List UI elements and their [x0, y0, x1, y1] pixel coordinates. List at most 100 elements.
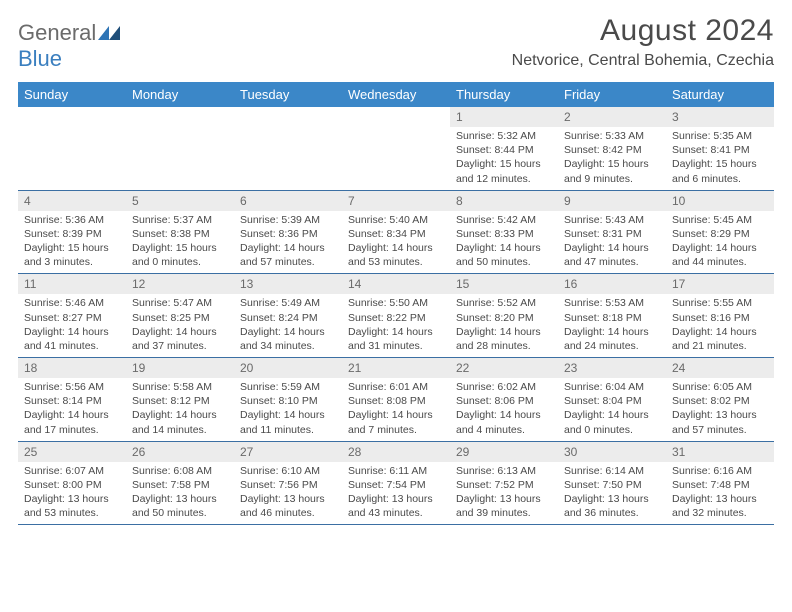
sunset-text: Sunset: 8:04 PM [564, 394, 662, 408]
week-row: 4Sunrise: 5:36 AMSunset: 8:39 PMDaylight… [18, 191, 774, 275]
sunrise-text: Sunrise: 5:39 AM [240, 213, 338, 227]
sunrise-text: Sunrise: 5:37 AM [132, 213, 230, 227]
sunrise-text: Sunrise: 6:11 AM [348, 464, 446, 478]
daylight-text: Daylight: 14 hours and 31 minutes. [348, 325, 446, 353]
logo-text: General Blue [18, 20, 120, 72]
dow-saturday: Saturday [666, 82, 774, 107]
day-body: Sunrise: 5:36 AMSunset: 8:39 PMDaylight:… [18, 211, 126, 274]
week-row: 1Sunrise: 5:32 AMSunset: 8:44 PMDaylight… [18, 107, 774, 191]
dow-header-row: Sunday Monday Tuesday Wednesday Thursday… [18, 82, 774, 107]
daylight-text: Daylight: 14 hours and 11 minutes. [240, 408, 338, 436]
daylight-text: Daylight: 14 hours and 28 minutes. [456, 325, 554, 353]
daylight-text: Daylight: 14 hours and 0 minutes. [564, 408, 662, 436]
day-number: 16 [558, 274, 666, 294]
day-body: Sunrise: 6:05 AMSunset: 8:02 PMDaylight:… [666, 378, 774, 441]
day-body: Sunrise: 5:59 AMSunset: 8:10 PMDaylight:… [234, 378, 342, 441]
sunrise-text: Sunrise: 6:10 AM [240, 464, 338, 478]
day-cell: 31Sunrise: 6:16 AMSunset: 7:48 PMDayligh… [666, 442, 774, 525]
sunrise-text: Sunrise: 5:46 AM [24, 296, 122, 310]
sunrise-text: Sunrise: 5:35 AM [672, 129, 770, 143]
sunrise-text: Sunrise: 6:08 AM [132, 464, 230, 478]
daylight-text: Daylight: 14 hours and 53 minutes. [348, 241, 446, 269]
day-number [234, 107, 342, 127]
day-number: 15 [450, 274, 558, 294]
sunset-text: Sunset: 8:44 PM [456, 143, 554, 157]
day-cell: 15Sunrise: 5:52 AMSunset: 8:20 PMDayligh… [450, 274, 558, 357]
day-body: Sunrise: 5:32 AMSunset: 8:44 PMDaylight:… [450, 127, 558, 190]
sunset-text: Sunset: 8:34 PM [348, 227, 446, 241]
daylight-text: Daylight: 13 hours and 32 minutes. [672, 492, 770, 520]
day-body [18, 127, 126, 133]
day-number: 28 [342, 442, 450, 462]
day-cell: 6Sunrise: 5:39 AMSunset: 8:36 PMDaylight… [234, 191, 342, 274]
day-number: 11 [18, 274, 126, 294]
sunset-text: Sunset: 8:29 PM [672, 227, 770, 241]
day-body: Sunrise: 5:42 AMSunset: 8:33 PMDaylight:… [450, 211, 558, 274]
day-body: Sunrise: 6:04 AMSunset: 8:04 PMDaylight:… [558, 378, 666, 441]
logo-word-1: General [18, 20, 96, 45]
day-body: Sunrise: 5:52 AMSunset: 8:20 PMDaylight:… [450, 294, 558, 357]
sunrise-text: Sunrise: 5:49 AM [240, 296, 338, 310]
day-number: 22 [450, 358, 558, 378]
sunset-text: Sunset: 7:48 PM [672, 478, 770, 492]
daylight-text: Daylight: 13 hours and 50 minutes. [132, 492, 230, 520]
sunset-text: Sunset: 8:14 PM [24, 394, 122, 408]
day-cell: 28Sunrise: 6:11 AMSunset: 7:54 PMDayligh… [342, 442, 450, 525]
sunset-text: Sunset: 8:27 PM [24, 311, 122, 325]
header: General Blue August 2024 Netvorice, Cent… [18, 14, 774, 72]
sunrise-text: Sunrise: 5:42 AM [456, 213, 554, 227]
day-cell: 24Sunrise: 6:05 AMSunset: 8:02 PMDayligh… [666, 358, 774, 441]
sunrise-text: Sunrise: 6:04 AM [564, 380, 662, 394]
day-cell: 8Sunrise: 5:42 AMSunset: 8:33 PMDaylight… [450, 191, 558, 274]
sunset-text: Sunset: 8:31 PM [564, 227, 662, 241]
day-body: Sunrise: 5:50 AMSunset: 8:22 PMDaylight:… [342, 294, 450, 357]
sunrise-text: Sunrise: 5:56 AM [24, 380, 122, 394]
day-number: 27 [234, 442, 342, 462]
day-number: 21 [342, 358, 450, 378]
sunset-text: Sunset: 8:06 PM [456, 394, 554, 408]
sunrise-text: Sunrise: 5:50 AM [348, 296, 446, 310]
daylight-text: Daylight: 13 hours and 39 minutes. [456, 492, 554, 520]
sunrise-text: Sunrise: 5:43 AM [564, 213, 662, 227]
day-body: Sunrise: 6:16 AMSunset: 7:48 PMDaylight:… [666, 462, 774, 525]
sunset-text: Sunset: 8:39 PM [24, 227, 122, 241]
day-number: 10 [666, 191, 774, 211]
day-cell: 22Sunrise: 6:02 AMSunset: 8:06 PMDayligh… [450, 358, 558, 441]
sunset-text: Sunset: 7:56 PM [240, 478, 338, 492]
location-subtitle: Netvorice, Central Bohemia, Czechia [512, 52, 774, 70]
sunrise-text: Sunrise: 5:40 AM [348, 213, 446, 227]
day-number: 2 [558, 107, 666, 127]
sunrise-text: Sunrise: 5:32 AM [456, 129, 554, 143]
day-number: 7 [342, 191, 450, 211]
day-body: Sunrise: 5:43 AMSunset: 8:31 PMDaylight:… [558, 211, 666, 274]
sunset-text: Sunset: 7:54 PM [348, 478, 446, 492]
day-cell: 14Sunrise: 5:50 AMSunset: 8:22 PMDayligh… [342, 274, 450, 357]
week-row: 18Sunrise: 5:56 AMSunset: 8:14 PMDayligh… [18, 358, 774, 442]
sunset-text: Sunset: 8:10 PM [240, 394, 338, 408]
day-number [18, 107, 126, 127]
sunrise-text: Sunrise: 5:55 AM [672, 296, 770, 310]
day-cell [234, 107, 342, 190]
dow-friday: Friday [558, 82, 666, 107]
day-number: 8 [450, 191, 558, 211]
day-body: Sunrise: 5:33 AMSunset: 8:42 PMDaylight:… [558, 127, 666, 190]
day-number: 20 [234, 358, 342, 378]
daylight-text: Daylight: 14 hours and 7 minutes. [348, 408, 446, 436]
sunset-text: Sunset: 8:20 PM [456, 311, 554, 325]
daylight-text: Daylight: 14 hours and 4 minutes. [456, 408, 554, 436]
dow-tuesday: Tuesday [234, 82, 342, 107]
day-cell: 9Sunrise: 5:43 AMSunset: 8:31 PMDaylight… [558, 191, 666, 274]
day-body: Sunrise: 5:35 AMSunset: 8:41 PMDaylight:… [666, 127, 774, 190]
sunrise-text: Sunrise: 6:13 AM [456, 464, 554, 478]
day-body: Sunrise: 5:46 AMSunset: 8:27 PMDaylight:… [18, 294, 126, 357]
sunset-text: Sunset: 8:02 PM [672, 394, 770, 408]
sunrise-text: Sunrise: 5:53 AM [564, 296, 662, 310]
day-number: 3 [666, 107, 774, 127]
day-cell: 10Sunrise: 5:45 AMSunset: 8:29 PMDayligh… [666, 191, 774, 274]
logo: General Blue [18, 14, 120, 72]
daylight-text: Daylight: 14 hours and 24 minutes. [564, 325, 662, 353]
daylight-text: Daylight: 14 hours and 50 minutes. [456, 241, 554, 269]
day-number: 17 [666, 274, 774, 294]
day-number [126, 107, 234, 127]
dow-thursday: Thursday [450, 82, 558, 107]
